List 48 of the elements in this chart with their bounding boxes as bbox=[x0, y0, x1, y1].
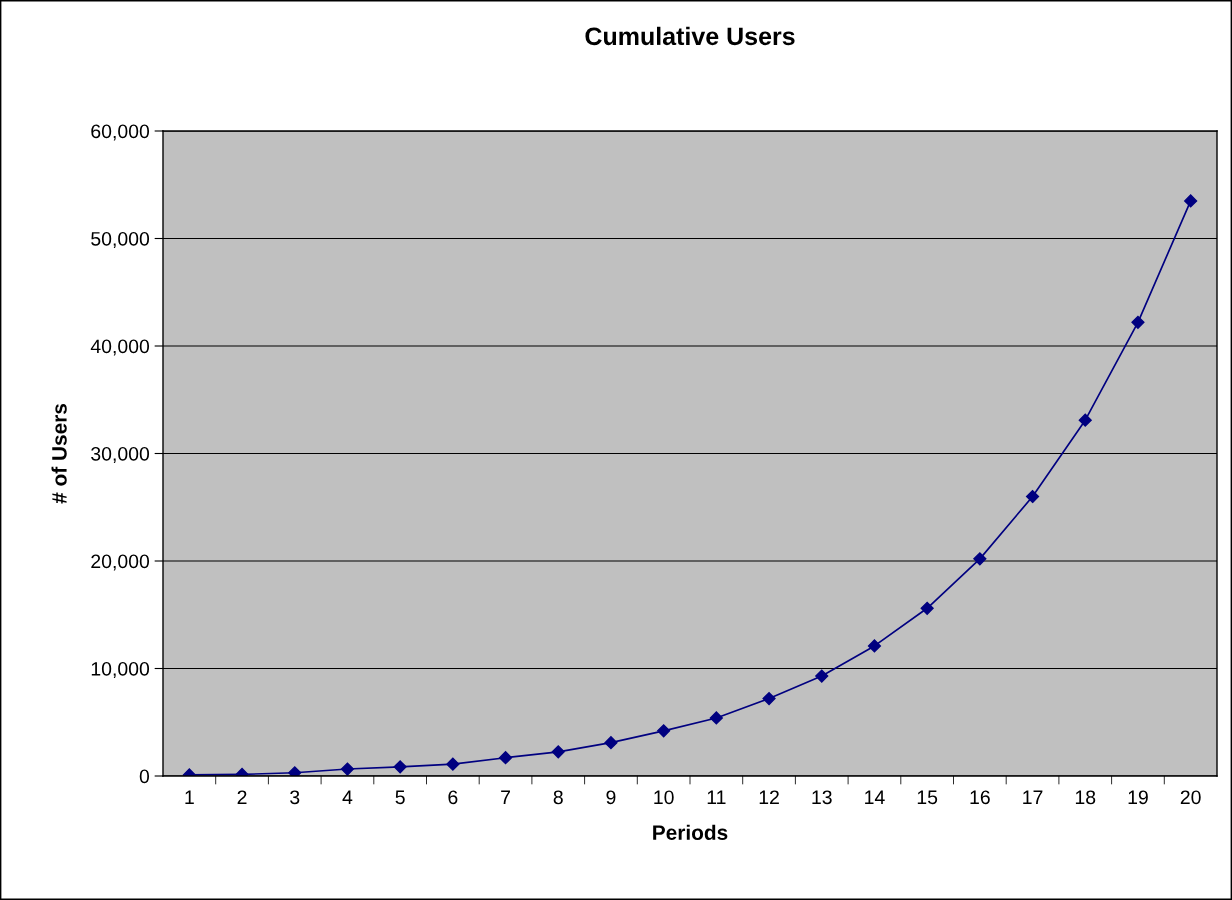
x-tick-label: 17 bbox=[1023, 790, 1043, 804]
x-tick-label: 11 bbox=[707, 790, 726, 804]
x-tick-label: 9 bbox=[606, 790, 616, 805]
point bbox=[340, 762, 355, 776]
x-tick-label: 10 bbox=[654, 790, 674, 805]
point bbox=[867, 639, 882, 653]
x-tick-label: 1 bbox=[185, 790, 194, 804]
point bbox=[973, 552, 987, 566]
x-tick-label: 6 bbox=[448, 790, 458, 805]
y-tick-label: 20,000 bbox=[91, 554, 150, 571]
point bbox=[1131, 315, 1145, 329]
x-tick-label: 8 bbox=[553, 790, 563, 805]
point bbox=[657, 724, 671, 738]
point bbox=[815, 669, 829, 683]
point bbox=[762, 692, 776, 706]
x-tick-label: 19 bbox=[1128, 790, 1148, 805]
x-tick-label: 3 bbox=[290, 790, 300, 805]
x-tick-label: 12 bbox=[759, 790, 779, 804]
point bbox=[920, 601, 934, 615]
y-tick-label: 30,000 bbox=[91, 446, 150, 464]
y-axis-title: # of Users bbox=[51, 403, 67, 504]
point bbox=[288, 766, 302, 776]
x-tick-label: 2 bbox=[237, 790, 247, 804]
point bbox=[393, 760, 407, 774]
point bbox=[1025, 489, 1040, 504]
x-tick-label: 20 bbox=[1180, 790, 1201, 805]
x-tick-label: 16 bbox=[970, 790, 990, 805]
y-tick-label: 0 bbox=[139, 769, 150, 784]
point bbox=[1078, 413, 1092, 427]
y-tick-label: 40,000 bbox=[90, 339, 150, 356]
point bbox=[1184, 194, 1198, 208]
y-tick-label: 50,000 bbox=[91, 231, 150, 249]
y-tick-label: 10,000 bbox=[91, 661, 150, 679]
x-tick-label: 15 bbox=[917, 790, 938, 805]
x-tick-label: 13 bbox=[812, 790, 832, 805]
x-tick-label: 5 bbox=[395, 790, 405, 805]
x-tick-label: 14 bbox=[865, 790, 885, 804]
x-tick-label: 7 bbox=[501, 790, 510, 804]
point bbox=[498, 751, 513, 765]
chart-title: Cumulative Users bbox=[585, 26, 795, 46]
point bbox=[604, 736, 618, 750]
point bbox=[446, 757, 460, 771]
x-axis-title: Periods bbox=[653, 824, 728, 840]
point bbox=[551, 745, 565, 759]
point bbox=[709, 711, 723, 725]
y-tick-label: 60,000 bbox=[91, 124, 150, 141]
x-tick-label: 18 bbox=[1075, 790, 1096, 805]
x-tick-label: 4 bbox=[342, 790, 353, 804]
